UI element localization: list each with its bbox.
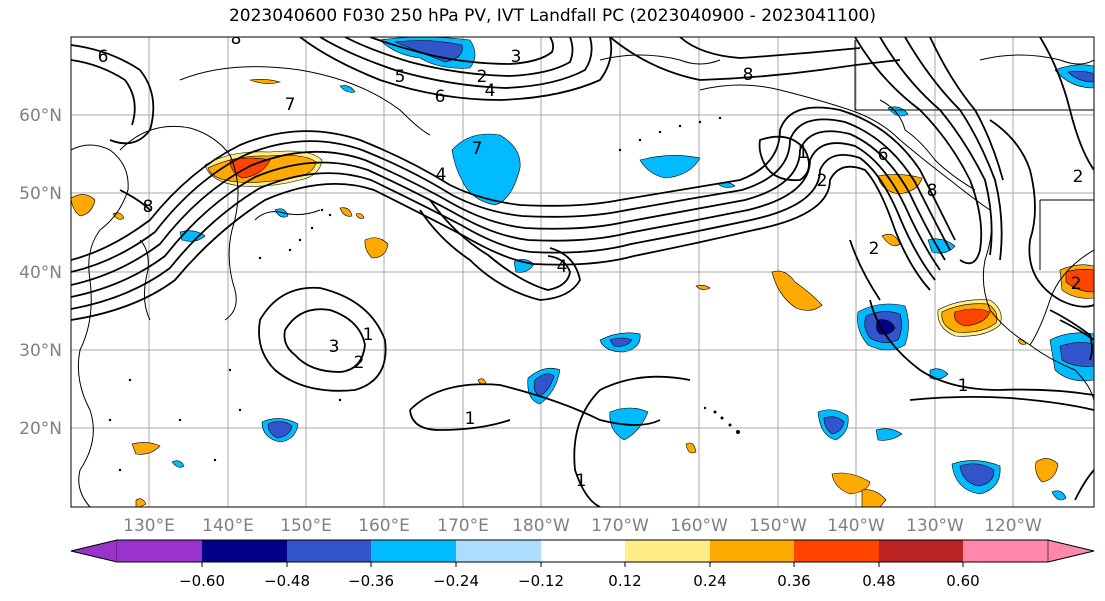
colorbar-outline (70, 539, 1095, 563)
colorbar-tick-label: −0.36 (348, 572, 394, 590)
contour-label: 2 (817, 171, 828, 191)
map-frame (70, 36, 1095, 508)
lat-label: 50°N (19, 184, 62, 204)
colorbar-extend-low (70, 539, 118, 563)
contour-label: 1 (958, 376, 969, 396)
colorbar-tick-label: −0.24 (433, 572, 479, 590)
islands (108, 116, 740, 472)
contour-label: 2 (869, 239, 880, 259)
lon-label: 160°E (358, 516, 410, 536)
lat-label: 40°N (19, 263, 62, 283)
contour-label: 3 (511, 47, 522, 67)
lat-label: 30°N (19, 341, 62, 361)
contour-label: 4 (557, 257, 568, 277)
colorbar-tick-label: 0.12 (608, 572, 641, 590)
lon-label: 130°W (906, 516, 964, 536)
lat-label: 60°N (19, 106, 62, 126)
contour-label: 8 (927, 181, 938, 201)
colorbar-tick-label: −0.48 (264, 572, 310, 590)
contour-label: 8 (743, 65, 754, 85)
lon-label: 150°E (280, 516, 332, 536)
contour-label: 2 (1071, 274, 1082, 294)
contour-label: 8 (231, 29, 242, 49)
contour-label: 3 (329, 337, 340, 357)
colorbar-tick-label: 0.36 (777, 572, 810, 590)
contour-lines (71, 37, 1094, 507)
colorbar-tick-label: −0.12 (518, 572, 564, 590)
colorbar-extend-high (1047, 539, 1095, 563)
lon-label: 170°E (437, 516, 489, 536)
colorbar (70, 539, 1095, 563)
contour-label: 2 (354, 353, 365, 373)
contour-label: 6 (878, 145, 889, 165)
colorbar-segment (117, 540, 202, 562)
longitude-labels: 130°E 140°E 150°E 160°E 170°E 180°W 170°W 160°W… (123, 516, 1042, 536)
colorbar-segment (794, 540, 879, 562)
lat-label: 20°N (19, 419, 62, 439)
colorbar-segment (371, 540, 456, 562)
contour-label: 2 (477, 67, 488, 87)
contour-label: 6 (98, 47, 109, 67)
colorbar-segment (202, 540, 287, 562)
contour-label: 1 (363, 325, 374, 345)
colorbar-segment (541, 540, 625, 562)
lon-label: 120°W (984, 516, 1042, 536)
contour-label: 6 (435, 87, 446, 107)
contour-label: 5 (395, 67, 406, 87)
colorbar-segment (879, 540, 963, 562)
lon-label: 180°W (512, 516, 570, 536)
contour-label: 4 (436, 165, 447, 185)
contour-label: 1 (798, 143, 809, 163)
contour-label: 8 (143, 197, 154, 217)
contour-label: 7 (472, 139, 483, 159)
colorbar-tick-labels: −0.60 −0.48 −0.36 −0.24 −0.12 0.12 0.24 0.36 0.4… (179, 562, 980, 590)
colorbar-segment (625, 540, 710, 562)
lon-label: 170°W (591, 516, 649, 536)
lon-label: 150°W (749, 516, 807, 536)
colorbar-tick-label: 0.48 (862, 572, 895, 590)
lon-label: 140°W (827, 516, 885, 536)
coastlines (71, 40, 1094, 507)
contour-label: 4 (485, 81, 496, 101)
map-title: 2023040600 F030 250 hPa PV, IVT Landfall… (228, 6, 876, 26)
lon-label: 160°W (670, 516, 728, 536)
colorbar-segment (287, 540, 371, 562)
colorbar-segment (710, 540, 794, 562)
lon-label: 130°E (123, 516, 175, 536)
contour-label: 1 (465, 409, 476, 429)
contour-label: 7 (285, 95, 296, 115)
colorbar-segment (456, 540, 541, 562)
contour-label: 1 (576, 471, 587, 491)
colorbar-tick-label: 0.60 (946, 572, 979, 590)
colorbar-tick-label: 0.24 (693, 572, 726, 590)
lon-label: 140°E (202, 516, 254, 536)
contour-label: 2 (1073, 167, 1084, 187)
colorbar-tick-label: −0.60 (179, 572, 225, 590)
colorbar-segment (963, 540, 1048, 562)
latitude-labels: 60°N 50°N 40°N 30°N 20°N (19, 106, 62, 439)
